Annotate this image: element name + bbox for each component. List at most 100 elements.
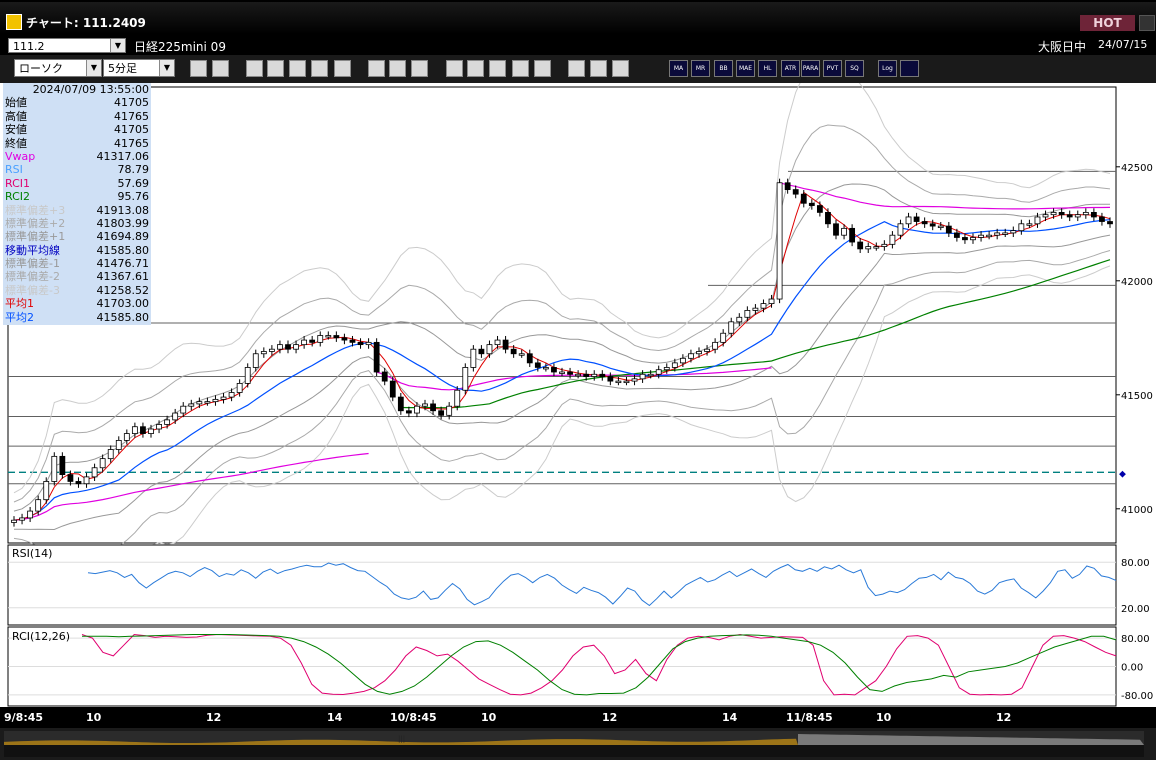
hot-button[interactable]: HOT xyxy=(1080,15,1135,31)
navigator-overview[interactable]: ||| xyxy=(0,728,1156,760)
std-band-line xyxy=(13,250,1111,562)
log-scale-button[interactable]: Log xyxy=(878,60,897,77)
std-band-line xyxy=(13,83,1111,494)
candle-body xyxy=(381,371,388,382)
long-moving-average-line xyxy=(400,259,1111,409)
chevron-down-icon[interactable]: ▼ xyxy=(86,60,101,76)
candle-body xyxy=(768,298,775,305)
candle-body xyxy=(607,376,614,382)
candle-body xyxy=(720,332,727,343)
candle-body xyxy=(75,481,82,485)
candle-body xyxy=(865,246,872,250)
info-panel: 2024/07/09 13:55:00 始値 41705 高値 41765 安値 4170… xyxy=(3,83,151,325)
x-tick-label: 12 xyxy=(602,711,618,724)
x-tick-label: 10 xyxy=(876,711,892,724)
candle-body xyxy=(341,337,348,341)
vwap-line xyxy=(779,182,1111,210)
indicator-sq-button[interactable]: SQ xyxy=(845,60,864,77)
candle-body xyxy=(784,182,791,190)
target-icon[interactable] xyxy=(568,60,585,77)
info-value: 57.69 xyxy=(117,176,150,190)
candle-body xyxy=(913,216,920,222)
info-value: 41585.80 xyxy=(96,310,150,324)
candle-body xyxy=(502,339,509,350)
copy-icon[interactable] xyxy=(512,60,529,77)
info-row: 移動平均線 41585.80 xyxy=(3,244,151,257)
candle-body xyxy=(736,316,743,323)
timeframe-select[interactable]: 5分足 ▼ xyxy=(103,59,175,77)
candle-body xyxy=(647,373,654,377)
indicator-mae-button[interactable]: MAE xyxy=(736,60,755,77)
chart-type-select[interactable]: ローソク ▼ xyxy=(14,59,102,77)
trash-icon[interactable] xyxy=(534,60,551,77)
info-value: 41585.80 xyxy=(96,243,150,257)
cursor-icon[interactable] xyxy=(212,60,229,77)
candle-body xyxy=(325,335,332,338)
candle-body xyxy=(188,403,195,407)
zoom-icon[interactable] xyxy=(190,60,207,77)
info-label: 標準偏差-1 xyxy=(5,257,60,271)
chart-type-value: ローソク xyxy=(19,62,63,75)
candle-body xyxy=(1042,214,1049,218)
symbol-code-input[interactable]: 111.2 ▼ xyxy=(8,38,126,53)
candle-s-icon[interactable] xyxy=(389,60,406,77)
search-detail-icon[interactable] xyxy=(267,60,284,77)
mark-icon[interactable] xyxy=(900,60,919,77)
info-value: 41803.99 xyxy=(96,216,150,230)
pen-icon[interactable] xyxy=(446,60,463,77)
candle-body xyxy=(833,223,839,236)
brush-icon[interactable] xyxy=(590,60,607,77)
candle-body xyxy=(937,225,944,228)
symbol-code-value: 111.2 xyxy=(13,40,45,53)
indicator-ma-button[interactable]: MA xyxy=(669,60,688,77)
info-label: RCI2 xyxy=(5,190,31,204)
info-value: 41913.08 xyxy=(96,203,150,217)
bars-icon[interactable] xyxy=(289,60,306,77)
candle-icon[interactable] xyxy=(368,60,385,77)
candle-body xyxy=(526,353,533,364)
chart-canvas[interactable]: ◆ 41000 41500 42000 42500 80.00 20.00 80.00 0.00… xyxy=(0,83,1156,760)
current-date: 24/07/15 xyxy=(1098,38,1148,51)
indicator-pvt-button[interactable]: PVT xyxy=(823,60,842,77)
all-icon[interactable] xyxy=(411,60,428,77)
hand-icon[interactable] xyxy=(489,60,506,77)
candle-body xyxy=(1099,216,1105,222)
chevron-down-icon[interactable]: ▼ xyxy=(159,60,174,76)
info-row: 標準偏差+1 41694.89 xyxy=(3,230,151,243)
info-label: 高値 xyxy=(5,109,27,123)
x-tick-label: 10 xyxy=(86,711,102,724)
candle-body xyxy=(994,232,1001,236)
candle-body xyxy=(1066,214,1073,218)
candle-body xyxy=(808,202,815,206)
candle-body xyxy=(929,223,936,227)
trend-icon[interactable] xyxy=(467,60,484,77)
info-label: Vwap xyxy=(5,149,36,163)
indicator-para-button[interactable]: PARA xyxy=(801,60,820,77)
candle-body xyxy=(11,519,17,523)
candle-body xyxy=(220,396,227,400)
candle-body xyxy=(1010,230,1017,234)
x-tick-label: 14 xyxy=(722,711,738,724)
close-icon[interactable] xyxy=(1139,15,1155,31)
palette-icon[interactable] xyxy=(612,60,629,77)
main-plot-frame xyxy=(7,86,1117,544)
navigator-bar[interactable]: ||| xyxy=(0,728,1156,760)
indicator-mr-button[interactable]: MR xyxy=(691,60,710,77)
candle-body xyxy=(301,339,308,346)
info-label: 標準偏差-3 xyxy=(5,283,60,297)
arrow-down-icon[interactable] xyxy=(246,60,263,77)
indicator-atr-button[interactable]: ATR xyxy=(781,60,800,77)
candle-body xyxy=(615,380,622,384)
candle-body xyxy=(365,341,372,346)
chevron-down-icon[interactable]: ▼ xyxy=(110,39,125,52)
candle-body xyxy=(970,237,976,241)
rsi-tick-label: 80.00 xyxy=(1121,558,1150,569)
indicator-hl-button[interactable]: HL xyxy=(758,60,777,77)
indicator-bb-button[interactable]: BB xyxy=(714,60,733,77)
rsi-line xyxy=(87,562,1117,607)
candle-body xyxy=(99,458,106,469)
pin-icon[interactable] xyxy=(311,60,328,77)
lock-icon[interactable] xyxy=(334,60,351,77)
candle-body xyxy=(591,373,598,377)
info-row: RSI 78.79 xyxy=(3,163,151,176)
